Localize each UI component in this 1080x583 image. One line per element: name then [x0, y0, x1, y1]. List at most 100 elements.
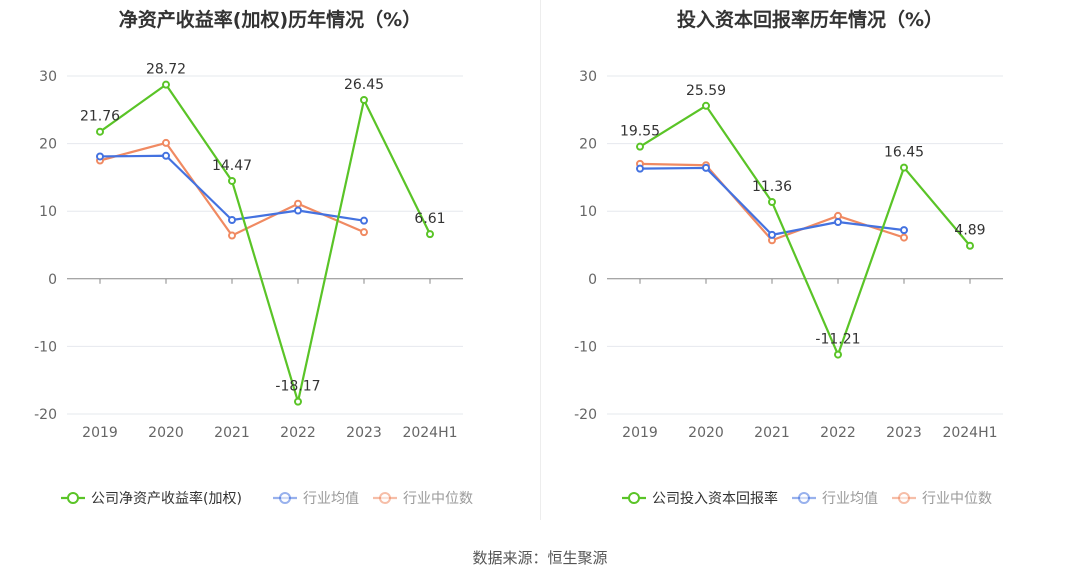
data-point — [834, 218, 842, 227]
data-point — [636, 164, 644, 173]
roic-chart: -20 -10 0 10 20 30 2019 2020 2021 2022 2023 2024H1 1… — [574, 69, 1003, 507]
data-point — [702, 163, 710, 172]
data-label: 19.55 — [620, 124, 660, 140]
legend-label: 行业均值 — [303, 491, 359, 507]
data-point — [768, 198, 776, 207]
x-tick-label: 2023 — [886, 425, 922, 441]
x-tick-label: 2022 — [280, 425, 316, 441]
data-point — [162, 151, 170, 160]
series-line — [99, 83, 431, 403]
series-line — [639, 104, 971, 356]
roe-chart-panel: 净资产收益率(加权)历年情况（%） -20 -10 0 10 20 30 2019 2020 2… — [0, 0, 540, 520]
y-tick-label: 20 — [39, 137, 57, 153]
legend-label: 行业中位数 — [403, 491, 473, 507]
series-1 — [96, 151, 368, 225]
series-0: 21.76 28.72 14.47 -18.17 26.45 6.61 — [80, 62, 446, 406]
data-label: 14.47 — [212, 158, 252, 174]
x-tick-label: 2021 — [214, 425, 250, 441]
legend-item: 行业均值 — [273, 491, 359, 507]
data-point — [228, 176, 236, 185]
x-tick-label: 2022 — [820, 425, 856, 441]
data-point — [162, 80, 170, 89]
x-tick-label: 2023 — [346, 425, 382, 441]
data-point — [360, 228, 368, 237]
x-tick-label: 2020 — [688, 425, 724, 441]
roe-chart-title: 净资产收益率(加权)历年情况（%） — [118, 9, 422, 31]
y-tick-label: 10 — [579, 204, 597, 220]
y-tick-label: -10 — [574, 339, 597, 355]
gridlines — [67, 75, 463, 415]
legend-swatch-marker — [898, 492, 910, 504]
data-label: -11.21 — [815, 332, 860, 348]
roic-chart-panel: 投入资本回报率历年情况（%） -20 -10 0 10 20 30 2019 2020 2021… — [540, 0, 1080, 520]
legend-label: 行业均值 — [822, 491, 878, 507]
y-tick-label: -20 — [34, 407, 57, 423]
y-tick-label: 0 — [588, 272, 597, 288]
data-point — [426, 230, 434, 239]
data-point — [966, 241, 974, 250]
legend-swatch-marker — [379, 492, 391, 504]
data-point — [96, 152, 104, 161]
legend-item: 公司净资产收益率(加权) — [61, 490, 242, 507]
data-label: 6.61 — [414, 211, 445, 227]
data-point — [834, 350, 842, 359]
data-point — [228, 231, 236, 240]
panel-divider — [540, 0, 541, 520]
data-label: 4.89 — [954, 223, 985, 239]
series-0: 19.55 25.59 11.36 -11.21 16.45 4.89 — [620, 83, 986, 359]
series-1 — [636, 163, 908, 239]
data-point — [294, 206, 302, 215]
legend-label: 行业中位数 — [922, 491, 992, 507]
data-label: 28.72 — [146, 62, 186, 78]
legend-label: 公司净资产收益率(加权) — [91, 490, 242, 507]
legend: 公司净资产收益率(加权) 行业均值 行业中位数 — [61, 490, 473, 507]
data-point — [294, 199, 302, 208]
x-tick-label: 2019 — [622, 425, 658, 441]
roic-chart-title: 投入资本回报率历年情况（%） — [676, 9, 944, 31]
data-point — [768, 230, 776, 239]
y-tick-label: -20 — [574, 407, 597, 423]
y-tick-label: 0 — [48, 272, 57, 288]
data-label: 25.59 — [686, 83, 726, 99]
data-point — [702, 101, 710, 110]
data-point — [228, 215, 236, 224]
data-label: 16.45 — [884, 145, 924, 161]
data-point — [294, 397, 302, 406]
legend-item: 行业中位数 — [373, 491, 473, 507]
data-point — [900, 226, 908, 235]
x-tick-label: 2019 — [82, 425, 118, 441]
y-tick-label: 20 — [579, 137, 597, 153]
x-tick-label: 2021 — [754, 425, 790, 441]
x-axis: 2019 2020 2021 2022 2023 2024H1 — [82, 278, 458, 441]
gridlines — [607, 75, 1003, 415]
x-tick-label: 2024H1 — [942, 425, 997, 441]
data-point — [162, 138, 170, 147]
legend-item: 公司投入资本回报率 — [622, 490, 778, 507]
legend-swatch-marker — [798, 492, 810, 504]
legend-item: 行业中位数 — [892, 491, 992, 507]
legend-swatch-marker — [67, 492, 79, 504]
legend-item: 行业均值 — [792, 491, 878, 507]
data-point — [360, 95, 368, 104]
data-label: 26.45 — [344, 77, 384, 93]
x-tick-label: 2020 — [148, 425, 184, 441]
data-label: 11.36 — [752, 179, 792, 195]
data-point — [636, 142, 644, 151]
data-label: -18.17 — [275, 379, 320, 395]
legend: 公司投入资本回报率 行业均值 行业中位数 — [622, 490, 992, 507]
data-source-note: 数据来源：恒生聚源 — [472, 549, 608, 567]
y-tick-label: 30 — [579, 69, 597, 85]
data-label: 21.76 — [80, 109, 120, 125]
y-tick-label: 30 — [39, 69, 57, 85]
y-tick-label: 10 — [39, 204, 57, 220]
legend-swatch-marker — [628, 492, 640, 504]
data-point — [96, 127, 104, 136]
data-point — [900, 163, 908, 172]
y-tick-label: -10 — [34, 339, 57, 355]
legend-swatch-marker — [279, 492, 291, 504]
legend-label: 公司投入资本回报率 — [652, 490, 778, 507]
y-axis: -20 -10 0 10 20 30 — [34, 69, 57, 423]
x-tick-label: 2024H1 — [402, 425, 457, 441]
y-axis: -20 -10 0 10 20 30 — [574, 69, 597, 423]
